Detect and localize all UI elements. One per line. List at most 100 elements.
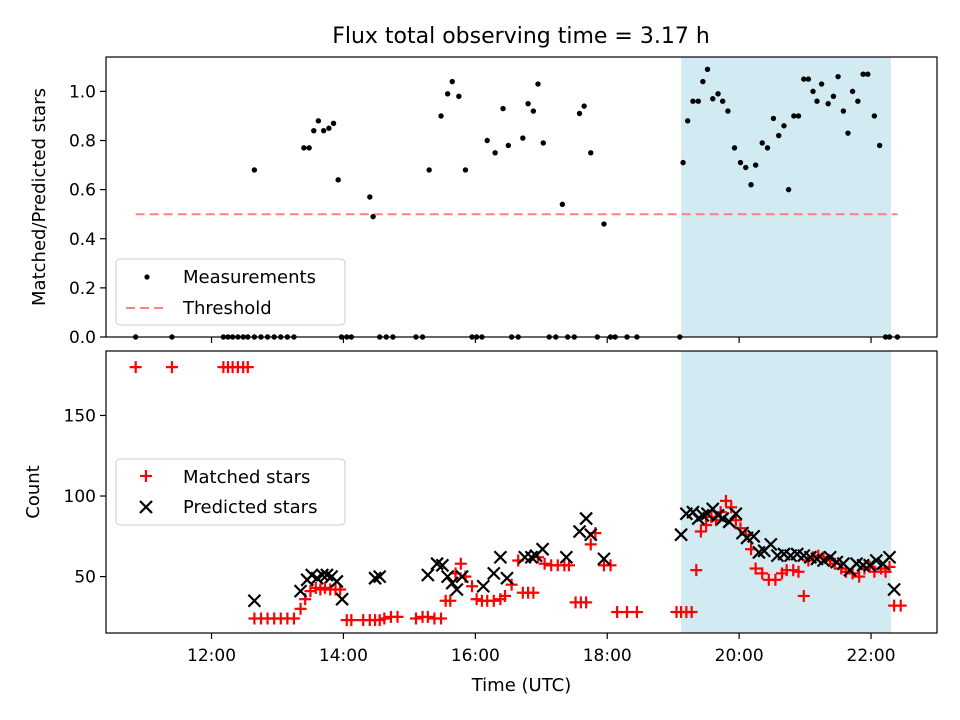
count-axes-frame bbox=[105, 350, 938, 634]
measurement-point bbox=[462, 167, 469, 173]
predicted-star-point bbox=[674, 527, 688, 542]
predicted-star-point bbox=[421, 568, 435, 582]
matched-star-point bbox=[466, 580, 479, 593]
matched-star-point bbox=[435, 612, 448, 625]
predicted-star-point bbox=[583, 527, 598, 542]
measurement-point bbox=[825, 100, 831, 107]
measurement-point bbox=[540, 140, 546, 146]
predicted-star-point bbox=[764, 537, 778, 552]
matched-star-point bbox=[487, 594, 500, 607]
measurement-point bbox=[752, 162, 759, 168]
measurement-point bbox=[860, 71, 866, 77]
matched-star-point bbox=[538, 557, 551, 570]
matched-star-point bbox=[421, 610, 434, 623]
measurement-point bbox=[320, 127, 327, 134]
ratio-legend: Measurements Threshold bbox=[115, 258, 346, 326]
matched-star-point bbox=[690, 564, 703, 577]
ratio-y-tick-label: 1.0 bbox=[69, 82, 96, 102]
predicted-star-point bbox=[696, 508, 710, 523]
matched-star-point bbox=[294, 602, 307, 615]
measurements-legend-label: Measurements bbox=[183, 267, 316, 288]
predicted-star-point bbox=[746, 529, 761, 544]
predicted-star-point bbox=[715, 511, 730, 526]
measurement-point bbox=[335, 177, 341, 183]
predicted-star-point bbox=[816, 553, 831, 568]
matched-star-point bbox=[894, 599, 907, 612]
measurements-legend-marker bbox=[144, 274, 150, 280]
predicted-legend-marker bbox=[139, 500, 153, 514]
measurement-point bbox=[535, 81, 541, 87]
matched-star-point bbox=[165, 361, 178, 374]
measurement-point bbox=[865, 71, 871, 77]
predicted-star-point bbox=[535, 542, 550, 556]
measurement-point bbox=[776, 132, 782, 139]
measurement-point bbox=[830, 93, 837, 99]
measurement-point bbox=[525, 100, 531, 107]
measurement-point bbox=[801, 76, 807, 82]
predicted-star-point bbox=[524, 550, 539, 565]
measurement-point bbox=[731, 145, 738, 151]
measurement-point bbox=[845, 130, 851, 136]
measurement-point bbox=[704, 66, 711, 72]
measurement-point bbox=[764, 145, 771, 151]
matched-star-point bbox=[700, 519, 713, 532]
matched-legend-label: Matched stars bbox=[183, 467, 310, 488]
predicted-star-point bbox=[572, 524, 587, 539]
count-x-ticks: 12:00 14:00 16:00 18:00 20:00 22:00 bbox=[187, 633, 896, 666]
measurement-point bbox=[505, 142, 512, 149]
matched-star-point bbox=[318, 581, 331, 594]
matched-star-point bbox=[378, 612, 391, 625]
measurement-point bbox=[581, 103, 587, 109]
count-legend-box bbox=[115, 458, 346, 526]
predicted-star-point bbox=[330, 574, 344, 589]
measurement-point bbox=[315, 118, 322, 124]
measurement-point bbox=[849, 88, 856, 95]
predicted-star-point bbox=[862, 558, 877, 573]
threshold-legend-label: Threshold bbox=[182, 298, 272, 319]
matched-star-point bbox=[769, 573, 782, 586]
measurement-point bbox=[719, 98, 726, 104]
matched-star-point bbox=[505, 578, 518, 591]
matched-stars-points bbox=[129, 361, 907, 627]
measurement-point bbox=[301, 145, 307, 151]
matched-star-point bbox=[719, 494, 732, 507]
predicted-star-point bbox=[320, 568, 334, 582]
matched-star-point bbox=[444, 594, 457, 607]
predicted-star-point bbox=[450, 582, 464, 597]
matched-star-point bbox=[499, 589, 512, 602]
predicted-star-point bbox=[887, 582, 901, 597]
matched-star-point bbox=[630, 606, 643, 619]
measurement-point bbox=[685, 118, 691, 124]
matched-star-point bbox=[287, 612, 300, 625]
ratio-panel: 0.0 0.2 0.4 0.6 0.8 1.0 Matched/Predicted sta… bbox=[29, 56, 938, 348]
measurement-point bbox=[795, 113, 802, 119]
matched-star-point bbox=[694, 525, 707, 538]
ratio-y-tick-label: 0.8 bbox=[69, 132, 96, 152]
count-x-tick-label: 20:00 bbox=[715, 646, 764, 666]
measurement-point bbox=[710, 96, 716, 102]
predicted-stars-points bbox=[247, 502, 901, 608]
measurement-point bbox=[855, 98, 861, 104]
count-x-tick-label: 12:00 bbox=[187, 646, 236, 666]
ratio-x-ticks bbox=[210, 337, 872, 343]
measurement-point bbox=[484, 137, 490, 144]
measurement-point bbox=[438, 113, 444, 119]
measurement-point bbox=[715, 91, 721, 97]
matched-star-point bbox=[409, 612, 422, 625]
measurement-point bbox=[748, 182, 754, 188]
observing-window-shade bbox=[681, 351, 891, 633]
matched-star-point bbox=[787, 564, 800, 577]
measurement-point bbox=[530, 108, 537, 114]
measurement-point bbox=[818, 81, 825, 87]
measurement-points bbox=[132, 66, 901, 340]
figure-title: Flux total observing time = 3.17 h bbox=[332, 24, 710, 49]
count-y-tick-label: 100 bbox=[64, 487, 96, 507]
ratio-y-tick-label: 0.2 bbox=[69, 279, 96, 299]
measurement-point bbox=[805, 76, 812, 82]
count-x-tick-label: 18:00 bbox=[583, 646, 632, 666]
count-y-ticks: 50 100 150 bbox=[64, 406, 106, 588]
measurement-point bbox=[835, 73, 841, 80]
predicted-star-point bbox=[247, 593, 262, 608]
